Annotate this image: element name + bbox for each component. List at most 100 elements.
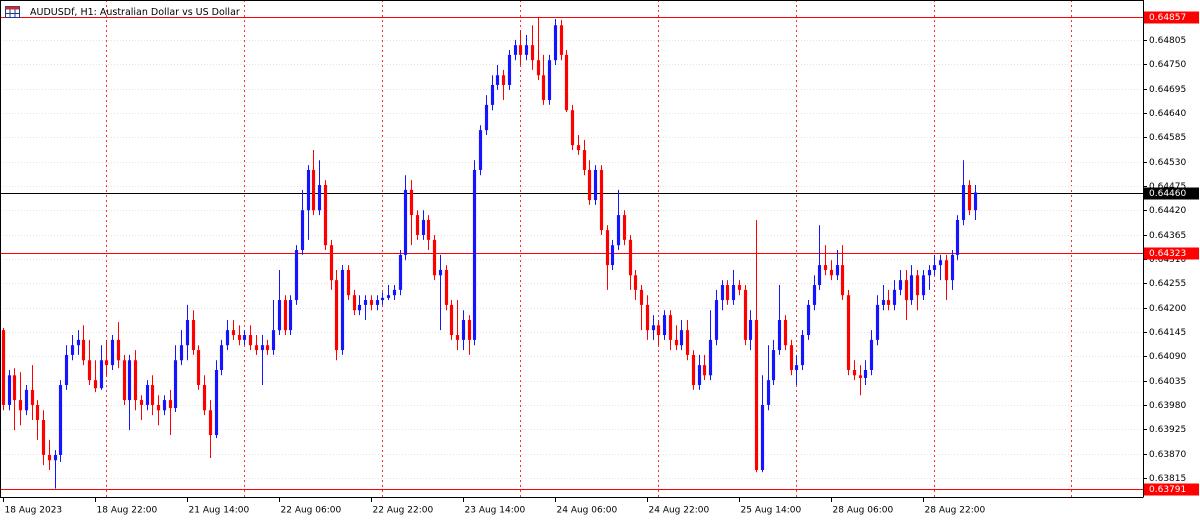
y-tick-label: 0.64640 [1149,109,1186,119]
candle-body [369,300,374,305]
candle-body [145,385,150,405]
candle-body [53,454,58,461]
candle-body [576,145,581,151]
price-line-label-box [1144,11,1199,24]
candle-body [938,260,943,266]
candle-body [817,265,822,286]
candle-body [789,345,794,370]
x-tick-label: 24 Aug 22:00 [649,506,710,516]
candle-body [87,360,92,381]
candle-body [219,345,224,370]
candle-body [202,385,207,411]
candle-body [156,404,161,411]
candle-body [375,300,380,305]
chart-title: AUDUSDf, H1: Australian Dollar vs US Dol… [30,7,240,18]
candle-body [231,330,236,336]
candle-body [656,325,661,336]
candle-body [12,375,17,401]
icon-header [5,6,20,10]
candle-body [639,289,644,305]
candle-body [484,104,489,131]
candle-body [766,380,771,405]
y-tick-label: 0.64035 [1149,377,1186,387]
candle-body [7,375,12,405]
candle-body [64,354,69,386]
title-icon [5,6,20,18]
candle-body [346,269,351,296]
candle-body [679,330,684,346]
candle-body [961,184,966,220]
candle-body [622,215,627,240]
candle-body [541,75,546,101]
y-tick-label: 0.64805 [1149,36,1186,46]
candle-body [932,265,937,270]
candle-body [41,419,46,455]
candle-body [449,304,454,336]
candle-body [587,169,592,201]
candle-body [438,269,443,276]
candle-body [122,360,127,401]
candle-body [70,345,75,355]
candle-body [708,339,713,376]
candle-body [277,300,282,331]
candle-body [380,297,385,301]
candle-body [133,360,138,401]
candle-body [104,360,109,366]
candle-body [294,250,299,301]
candle-body [645,304,650,331]
x-tick-label: 22 Aug 22:00 [373,506,434,516]
y-tick-label: 0.63815 [1149,474,1186,484]
candle-body [846,295,851,370]
candle-body [478,130,483,170]
y-tick-label: 0.64475 [1149,182,1186,192]
candle-body [150,385,155,405]
candle-body [490,84,495,105]
candle-body [858,375,863,378]
candle-body [173,360,178,409]
y-tick-label: 0.64145 [1149,328,1186,338]
candle-body [352,295,357,311]
candle-body [898,280,903,290]
candle-body [771,350,776,381]
candle-body [58,385,63,455]
candle-body [191,319,196,351]
y-tick-label: 0.63925 [1149,425,1186,435]
price-line-label: 0.64460 [1149,189,1186,199]
candle-body [392,289,397,296]
candle-body [829,269,834,276]
candle-body [530,45,535,61]
candle-body [892,289,897,305]
candle-body [904,280,909,301]
candle-body [300,210,305,251]
candle-body [881,300,886,305]
candle-body [311,169,316,211]
candle-body [835,265,840,276]
candle-body [208,410,213,436]
candle-body [806,304,811,336]
x-tick-label: 25 Aug 14:00 [741,506,802,516]
candle-body [812,285,817,305]
candle-body [24,389,29,411]
candle-body [93,380,98,389]
candle-body [875,304,880,340]
candle-body [168,400,173,409]
price-line-label-box [1144,247,1199,260]
candle-body [513,45,518,55]
candle-body [35,404,40,420]
candle-body [139,400,144,405]
candle-body [599,169,604,231]
candle-body [714,300,719,340]
candle-body [162,400,167,411]
candle-body [116,339,121,361]
candle-body [398,254,403,290]
candle-body [386,295,391,298]
y-tick-label: 0.63870 [1149,450,1186,460]
candle-body [633,275,638,290]
candle-body [283,300,288,331]
candle-body [731,285,736,301]
candle-body [950,254,955,281]
candle-body [409,189,414,216]
candle-body [610,245,615,266]
candle-body [674,339,679,346]
